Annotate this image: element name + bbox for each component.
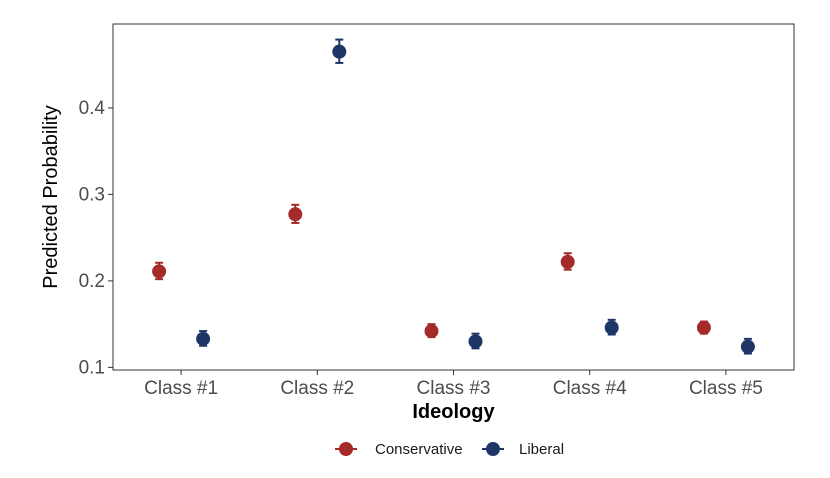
y-axis-title: Predicted Probability bbox=[40, 105, 62, 288]
x-tick-label: Class #5 bbox=[689, 378, 763, 399]
y-tick-label: 0.2 bbox=[79, 271, 105, 292]
legend-key-point bbox=[486, 442, 500, 456]
x-axis-title: Ideology bbox=[412, 401, 495, 423]
data-point bbox=[740, 339, 755, 354]
data-point bbox=[696, 320, 711, 335]
data-point bbox=[288, 207, 303, 222]
data-point bbox=[560, 254, 575, 269]
y-tick-label: 0.1 bbox=[79, 357, 105, 378]
data-point bbox=[468, 334, 483, 349]
legend-label: Conservative bbox=[375, 441, 463, 458]
data-point bbox=[604, 320, 619, 335]
data-point bbox=[424, 324, 439, 339]
x-tick-label: Class #2 bbox=[280, 378, 354, 399]
data-point bbox=[196, 331, 211, 346]
x-tick-label: Class #1 bbox=[144, 378, 218, 399]
x-tick-label: Class #3 bbox=[417, 378, 491, 399]
data-marks bbox=[152, 38, 755, 355]
axes: 0.1 0.2 0.3 0.4 Class #1 Class #2 Class #3 Clas… bbox=[79, 98, 763, 399]
data-point bbox=[152, 264, 167, 279]
x-tick-label: Class #4 bbox=[553, 378, 627, 399]
legend-key-point bbox=[339, 442, 353, 456]
legend: Conservative Liberal bbox=[335, 441, 564, 458]
y-tick-label: 0.3 bbox=[79, 184, 105, 205]
data-point bbox=[332, 44, 347, 59]
legend-label: Liberal bbox=[519, 441, 564, 458]
y-tick-label: 0.4 bbox=[79, 98, 106, 119]
